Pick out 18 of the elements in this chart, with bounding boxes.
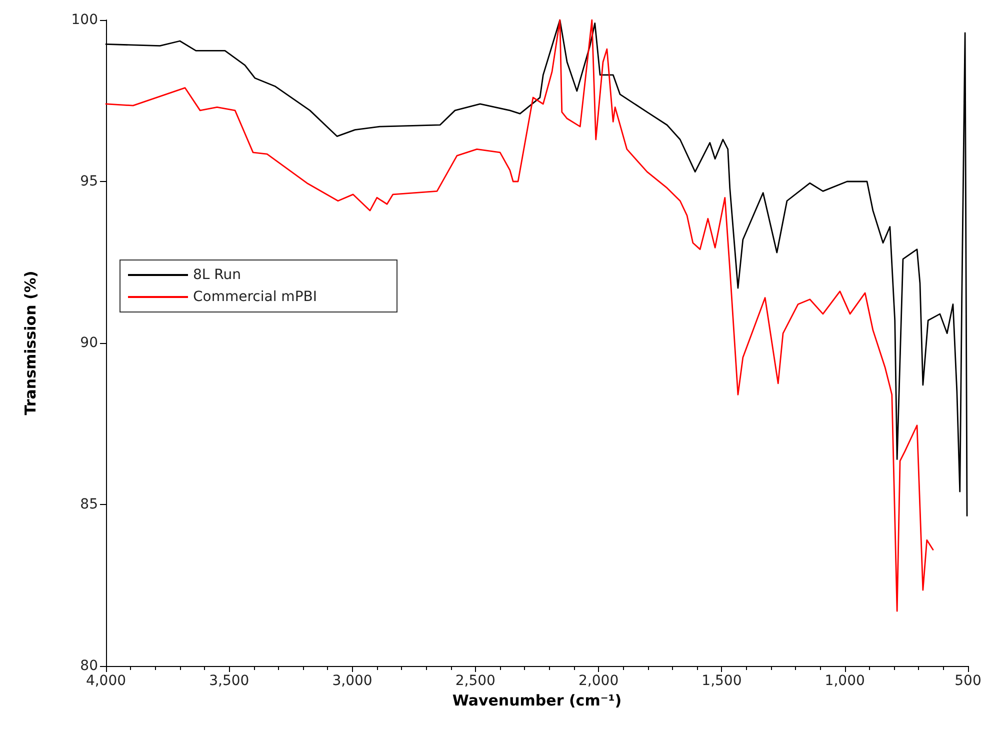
y-tick-label: 90 (80, 335, 98, 351)
legend-label: Commercial mPBI (193, 289, 317, 305)
y-tick-label: 85 (80, 496, 98, 512)
x-tick-label: 4,000 (86, 673, 126, 689)
x-tick-label: 3,000 (332, 673, 372, 689)
y-tick-label: 95 (80, 174, 98, 190)
x-tick-label: 2,000 (578, 673, 619, 689)
y-tick-label: 100 (71, 12, 98, 28)
y-axis-title: Transmission (%) (22, 270, 40, 416)
legend-label: 8L Run (193, 267, 242, 283)
x-axis-title: Wavenumber (cm⁻¹) (452, 691, 622, 710)
line-series (105, 19, 934, 612)
x-tick-label: 1,000 (824, 673, 865, 689)
x-tick-label: 2,500 (455, 673, 496, 689)
x-tick-label: 500 (954, 673, 982, 689)
y-tick-label: 80 (80, 658, 98, 674)
x-tick-label: 1,500 (702, 673, 742, 689)
x-tick-label: 3,500 (209, 673, 250, 689)
